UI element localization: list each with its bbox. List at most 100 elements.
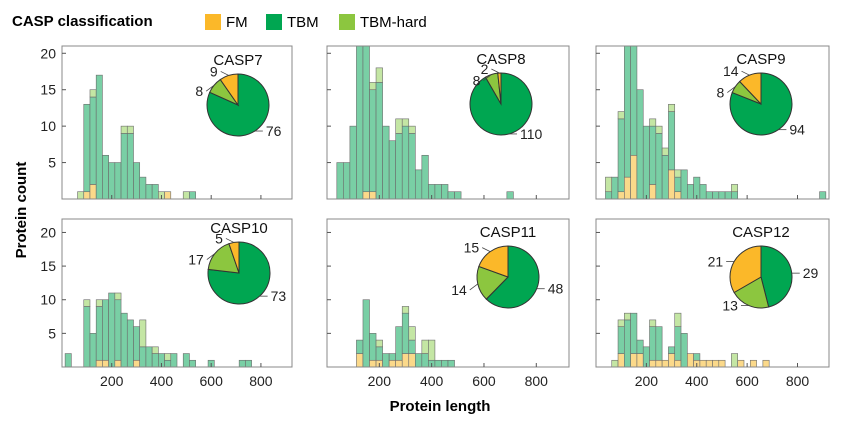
bar-tbm: [447, 359, 455, 367]
bar-tbm: [414, 353, 423, 367]
bar-tbm-hard: [649, 118, 657, 127]
bar-tbm: [349, 125, 357, 199]
bar-tbm-hard: [401, 118, 410, 127]
pie-label-fm: 5: [215, 230, 223, 246]
bar-fm: [687, 353, 694, 367]
x-tick-label: 200: [635, 373, 659, 389]
bar-tbm: [680, 169, 688, 199]
pie-label-fm: 14: [723, 63, 739, 79]
legend-swatch-fm: [205, 14, 221, 30]
legend: CASP classification FM TBM TBM-hard: [12, 13, 427, 31]
bar-tbm-hard: [661, 147, 669, 156]
bar-fm: [369, 359, 377, 367]
bar-tbm: [245, 359, 252, 367]
bar-tbm: [95, 74, 103, 199]
pie-label-tbm-hard: 8: [473, 73, 481, 89]
bar-tbm: [408, 339, 416, 354]
bar-tbm: [182, 353, 190, 367]
panel-frame: [326, 218, 570, 368]
bar-tbm-hard: [395, 118, 403, 134]
bars: [64, 292, 252, 367]
y-tick-label: 10: [40, 118, 56, 134]
bar-tbm: [89, 333, 97, 367]
legend-title: CASP classification: [12, 13, 153, 30]
bars: [77, 74, 196, 199]
bar-tbm: [624, 319, 631, 367]
bar-tbm: [401, 312, 410, 354]
bar-tbm: [145, 184, 153, 199]
y-tick-label: 15: [40, 82, 56, 98]
bar-tbm-hard: [674, 312, 682, 327]
panel-title: CASP11: [480, 224, 536, 241]
pie-label-tbm-hard: 17: [188, 252, 204, 268]
bar-tbm: [139, 346, 147, 367]
bar-tbm-hard: [375, 67, 383, 83]
x-tick-label: 400: [685, 373, 709, 389]
bar-tbm-hard: [731, 353, 738, 367]
bar-fm: [164, 191, 172, 199]
bar-tbm: [636, 89, 644, 199]
bar-tbm-hard: [182, 191, 190, 199]
panel-casp12: 200 400 600 800 29 13 21 CASP12: [595, 218, 830, 389]
bar-tbm: [655, 133, 663, 199]
bar-fm: [749, 359, 757, 367]
pie-chart: 73 17 5: [188, 230, 286, 305]
bar-tbm-hard: [401, 306, 410, 314]
bar-fm: [114, 359, 122, 367]
bar-tbm: [401, 125, 410, 199]
pie-label-tbm: 48: [548, 281, 564, 297]
bar-tbm: [375, 346, 383, 361]
pie-leader: [491, 68, 500, 74]
bar-tbm: [395, 133, 403, 199]
bar-tbm: [617, 118, 625, 193]
pie-leader: [225, 238, 235, 243]
pie-label-fm: 2: [481, 61, 489, 77]
bar-tbm: [64, 353, 72, 367]
bar-fm: [362, 191, 370, 199]
bar-tbm: [164, 359, 172, 367]
y-tick-label: 20: [40, 45, 56, 61]
bar-fm: [668, 353, 676, 367]
bar-tbm: [108, 292, 116, 367]
bar-tbm-hard: [668, 103, 676, 112]
bar-tbm: [680, 333, 688, 367]
pie-leader: [483, 74, 492, 81]
bar-tbm-hard: [356, 46, 364, 47]
bar-tbm: [630, 312, 638, 354]
pie-label-tbm: 94: [789, 122, 805, 138]
pie-label-tbm: 76: [266, 123, 282, 139]
bar-tbm: [336, 162, 344, 199]
bar-tbm: [139, 176, 147, 199]
bar-tbm: [145, 346, 153, 367]
bar-fm: [388, 359, 396, 367]
pie-slice-tbm-hard: [733, 276, 770, 309]
pie-leader: [482, 247, 491, 252]
bar-tbm-hard: [126, 125, 134, 134]
bar-fm: [356, 353, 364, 367]
bar-tbm: [611, 176, 619, 199]
bar-fm: [617, 353, 625, 367]
legend-label-tbm: TBM: [287, 14, 319, 31]
bar-tbm: [649, 125, 657, 185]
bar-tbm: [133, 326, 141, 361]
bar-fm: [408, 353, 416, 367]
bar-tbm: [95, 306, 103, 361]
bar-tbm: [434, 359, 442, 367]
legend-swatch-tbm-hard: [339, 14, 355, 30]
bar-fm: [636, 353, 644, 367]
x-tick-label: 400: [420, 373, 444, 389]
bar-tbm: [617, 326, 625, 354]
bar-tbm: [434, 184, 442, 199]
bar-tbm: [395, 326, 403, 361]
bar-tbm: [382, 353, 390, 367]
x-tick-label: 200: [368, 373, 392, 389]
bar-tbm: [630, 46, 638, 156]
bar-tbm: [89, 96, 97, 185]
bar-tbm: [655, 326, 663, 361]
pie-slice-fm: [219, 73, 239, 107]
bar-tbm: [668, 346, 676, 354]
bar-tbm: [421, 154, 429, 199]
panels: 51015207689CASP711082CASP894814CASP95101…: [40, 45, 830, 389]
bar-fm: [395, 359, 403, 367]
panel-frame: [61, 45, 293, 200]
